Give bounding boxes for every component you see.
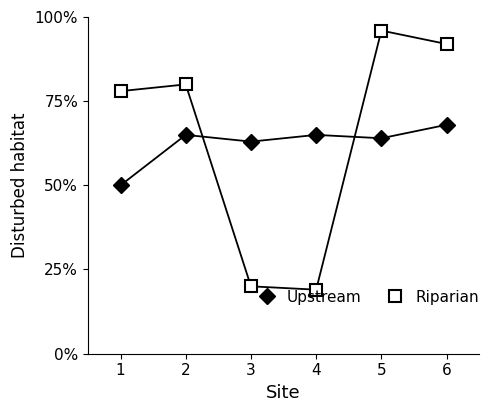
Legend: Upstream, Riparian: Upstream, Riparian <box>244 282 486 312</box>
X-axis label: Site: Site <box>266 384 301 402</box>
Y-axis label: Disturbed habitat: Disturbed habitat <box>11 113 29 258</box>
